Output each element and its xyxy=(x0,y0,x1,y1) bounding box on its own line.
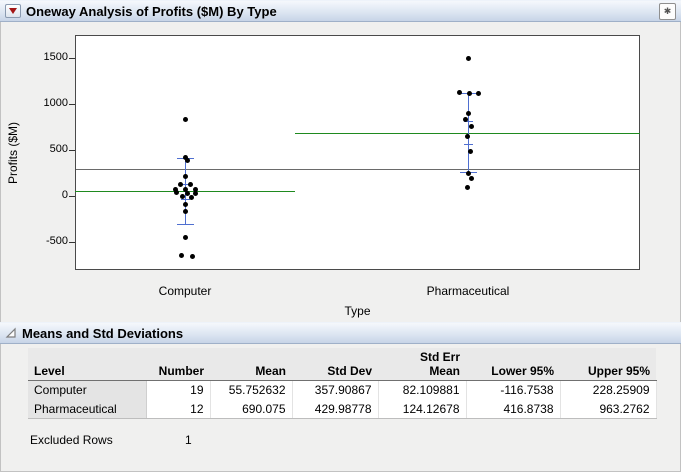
table-header-row: Level Number Mean Std Dev Std Err Mean L… xyxy=(28,348,656,381)
red-triangle-icon xyxy=(9,8,17,14)
col-header-number: Number xyxy=(146,348,210,381)
data-point[interactable] xyxy=(182,235,188,241)
data-point[interactable] xyxy=(173,190,179,196)
star-icon[interactable]: ✱ xyxy=(659,2,676,20)
y-tick-mark xyxy=(69,196,75,198)
data-point[interactable] xyxy=(465,170,471,176)
data-point[interactable] xyxy=(466,90,472,96)
std-err-cap-lower xyxy=(464,144,473,146)
data-point[interactable] xyxy=(192,191,198,196)
std-err-cap-upper xyxy=(181,183,190,185)
data-point[interactable] xyxy=(465,110,471,116)
x-category-label[interactable]: Computer xyxy=(158,284,212,298)
group-mean-line xyxy=(295,133,640,134)
data-point[interactable] xyxy=(475,91,481,97)
data-point[interactable] xyxy=(468,176,474,182)
upper95-cell[interactable]: 228.25909 xyxy=(560,380,657,400)
data-point[interactable] xyxy=(182,117,188,123)
y-tick-label: 0 xyxy=(61,189,68,202)
col-header-level: Level xyxy=(28,348,146,381)
y-tick-label: 500 xyxy=(49,143,68,156)
number-cell[interactable]: 19 xyxy=(146,380,211,400)
upper95-cell[interactable]: 963.2762 xyxy=(560,399,657,419)
data-point[interactable] xyxy=(182,173,188,179)
data-point[interactable] xyxy=(189,254,195,260)
y-tick-label: 1500 xyxy=(43,51,68,64)
col-header-std-err-mean: Std Err Mean xyxy=(378,348,466,381)
y-tick-mark xyxy=(69,150,75,152)
data-point[interactable] xyxy=(467,148,473,154)
data-point[interactable] xyxy=(456,90,462,96)
lower95-cell[interactable]: 416.8738 xyxy=(466,399,561,419)
data-point[interactable] xyxy=(462,117,468,123)
std-err-cell[interactable]: 82.109881 xyxy=(378,380,467,400)
excluded-rows-value: 1 xyxy=(185,433,192,447)
y-tick-mark xyxy=(69,104,75,106)
data-point[interactable] xyxy=(464,185,470,191)
data-point[interactable] xyxy=(184,158,190,164)
data-point[interactable] xyxy=(178,253,184,259)
std-err-cell[interactable]: 124.12678 xyxy=(378,399,467,419)
y-tick-label: 1000 xyxy=(43,97,68,110)
col-header-lower-95: Lower 95% xyxy=(466,348,560,381)
data-point[interactable] xyxy=(182,208,188,214)
data-point[interactable] xyxy=(192,187,198,193)
data-point[interactable] xyxy=(172,186,178,192)
table-row-pharmaceutical[interactable]: Pharmaceutical 12 690.075 429.98778 124.… xyxy=(28,399,657,419)
data-point[interactable] xyxy=(182,155,188,161)
means-panel-title: Means and Std Deviations xyxy=(22,325,184,341)
lower95-cell[interactable]: -116.7538 xyxy=(466,380,561,400)
oneway-scatterplot-region: Profits ($M) Type 1500 1000 500 0 -500 Comput… xyxy=(0,22,681,322)
std-dev-cell[interactable]: 429.98778 xyxy=(292,399,379,419)
excluded-rows: Excluded Rows 1 xyxy=(30,433,681,447)
data-point[interactable] xyxy=(182,186,188,192)
oneway-panel-title: Oneway Analysis of Profits ($M) By Type xyxy=(26,3,277,19)
y-axis-title[interactable]: Profits ($M) xyxy=(6,121,20,184)
number-cell[interactable]: 12 xyxy=(146,399,211,419)
std-err-cap-lower xyxy=(181,198,190,200)
y-tick-label: -500 xyxy=(45,235,68,248)
y-tick-mark xyxy=(69,58,75,60)
std-dev-cell[interactable]: 357.90867 xyxy=(292,380,379,400)
data-point[interactable] xyxy=(465,55,471,61)
std-err-cap-upper xyxy=(464,121,473,123)
std-dev-cap-lower xyxy=(177,224,194,226)
mean-cell[interactable]: 690.075 xyxy=(210,399,293,419)
grand-mean-line xyxy=(76,169,639,170)
col-header-mean: Mean xyxy=(210,348,292,381)
mean-cell[interactable]: 55.752632 xyxy=(210,380,293,400)
data-point[interactable] xyxy=(188,194,194,200)
means-table: Level Number Mean Std Dev Std Err Mean L… xyxy=(28,348,657,419)
data-point[interactable] xyxy=(182,201,188,207)
col-header-upper-95: Upper 95% xyxy=(560,348,656,381)
data-point[interactable] xyxy=(468,124,474,130)
excluded-rows-label: Excluded Rows xyxy=(30,433,113,447)
oneway-panel-header: Oneway Analysis of Profits ($M) By Type … xyxy=(0,0,681,22)
level-cell[interactable]: Computer xyxy=(28,380,147,400)
data-point[interactable] xyxy=(464,134,470,140)
plot-frame[interactable] xyxy=(75,35,640,270)
red-triangle-menu-button[interactable] xyxy=(5,4,21,18)
table-row-computer[interactable]: Computer 19 55.752632 357.90867 82.10988… xyxy=(28,380,657,400)
x-category-label[interactable]: Pharmaceutical xyxy=(426,284,510,298)
std-dev-whisker xyxy=(468,93,469,173)
level-cell[interactable]: Pharmaceutical xyxy=(28,399,147,419)
means-panel-header: Means and Std Deviations xyxy=(0,322,681,344)
col-header-std-dev: Std Dev xyxy=(292,348,378,381)
x-axis-title[interactable]: Type xyxy=(344,304,371,318)
data-point[interactable] xyxy=(179,194,185,200)
data-point[interactable] xyxy=(184,190,190,196)
data-point[interactable] xyxy=(177,181,183,187)
y-tick-mark xyxy=(69,242,75,244)
data-point[interactable] xyxy=(187,182,193,188)
disclosure-open-icon[interactable] xyxy=(5,327,17,339)
